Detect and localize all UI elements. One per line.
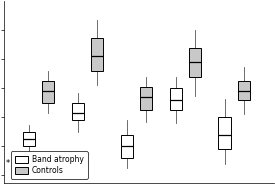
Bar (189, 48, 201, 77)
Bar (91, 38, 103, 71)
Bar (238, 81, 250, 100)
Bar (72, 103, 84, 120)
Bar (120, 135, 133, 158)
Bar (23, 132, 35, 146)
Text: *: * (6, 159, 10, 168)
Bar (140, 87, 152, 110)
Legend: Band atrophy, Controls: Band atrophy, Controls (11, 151, 88, 179)
Bar (169, 88, 182, 110)
Bar (42, 81, 54, 103)
Bar (219, 117, 231, 149)
